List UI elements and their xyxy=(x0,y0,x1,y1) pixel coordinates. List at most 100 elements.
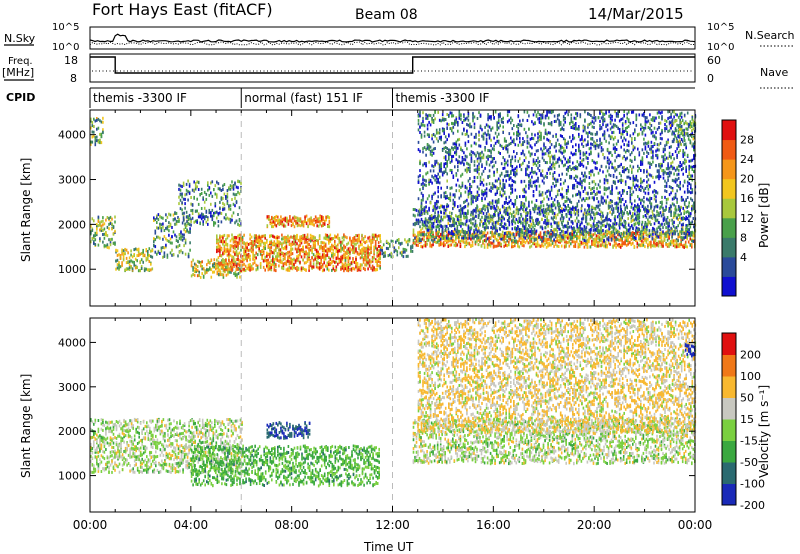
echo-cell xyxy=(250,243,253,247)
echo-cell xyxy=(379,240,382,244)
echo-cell xyxy=(463,216,465,220)
echo-cell xyxy=(103,227,106,231)
echo-cell xyxy=(359,267,362,271)
echo-cell xyxy=(154,250,157,254)
echo-cell xyxy=(514,236,516,240)
echo-cell xyxy=(445,224,448,228)
echo-cell xyxy=(262,252,265,256)
echo-cell xyxy=(455,237,457,241)
echo-cell xyxy=(639,232,642,236)
echo-cell xyxy=(279,248,282,252)
echo-cell xyxy=(674,239,676,243)
echo-cell xyxy=(435,159,438,163)
echo-cell xyxy=(482,211,485,215)
echo-cell xyxy=(476,185,479,189)
echo-cell xyxy=(329,262,332,265)
echo-cell xyxy=(410,246,412,250)
echo-cell xyxy=(249,233,251,237)
echo-cell xyxy=(547,224,549,228)
echo-cell xyxy=(495,237,498,241)
echo-cell xyxy=(492,235,495,238)
echo-cell xyxy=(238,263,241,267)
echo-cell xyxy=(613,243,616,247)
echo-cell xyxy=(191,208,194,212)
echo-cell xyxy=(234,263,236,267)
echo-cell xyxy=(291,267,294,271)
echo-cell xyxy=(565,206,567,210)
echo-cell xyxy=(463,231,465,235)
echo-cell xyxy=(192,266,194,270)
echo-cell xyxy=(642,215,645,219)
echo-cell xyxy=(90,231,92,235)
echo-cell xyxy=(423,244,425,248)
echo-cell xyxy=(464,215,466,219)
echo-cell xyxy=(458,196,461,200)
echo-cell xyxy=(660,205,663,209)
echo-cell xyxy=(361,252,363,256)
echo-cell xyxy=(419,111,421,115)
echo-cell xyxy=(337,243,339,247)
echo-cell xyxy=(542,204,545,208)
echo-cell xyxy=(365,246,368,250)
echo-cell xyxy=(423,238,425,242)
echo-cell xyxy=(222,252,224,256)
echo-cell xyxy=(190,202,192,206)
echo-cell xyxy=(441,230,444,233)
echo-cell xyxy=(166,253,169,257)
echo-cell xyxy=(486,237,489,241)
echo-cell xyxy=(443,162,445,166)
echo-cell xyxy=(429,114,432,118)
echo-cell xyxy=(597,236,599,240)
echo-cell xyxy=(464,211,467,215)
echo-cell xyxy=(116,258,119,262)
echo-cell xyxy=(423,209,426,213)
echo-cell xyxy=(621,210,623,214)
echo-cell xyxy=(100,227,103,230)
echo-cell xyxy=(523,240,525,244)
echo-cell xyxy=(577,213,580,217)
echo-cell xyxy=(434,178,436,182)
echo-cell xyxy=(520,220,522,224)
echo-cell xyxy=(441,218,444,222)
echo-cell xyxy=(454,122,456,126)
echo-cell xyxy=(479,231,481,235)
echo-cell xyxy=(627,212,629,216)
echo-cell xyxy=(426,219,429,222)
echo-cell xyxy=(207,188,209,192)
echo-cell xyxy=(426,146,429,150)
echo-cell xyxy=(686,237,688,241)
echo-cell xyxy=(232,256,235,260)
echo-cell xyxy=(225,243,227,246)
echo-cell xyxy=(484,228,486,232)
echo-cell xyxy=(594,241,596,245)
echo-cell xyxy=(122,258,125,262)
echo-cell xyxy=(481,172,483,176)
echo-cell xyxy=(449,215,451,219)
echo-cell xyxy=(136,259,138,263)
echo-cell xyxy=(444,155,447,159)
echo-cell xyxy=(140,252,143,255)
echo-cell xyxy=(630,231,633,235)
echo-cell xyxy=(396,253,399,257)
echo-cell xyxy=(237,246,239,250)
echo-cell xyxy=(374,258,377,262)
echo-cell xyxy=(461,181,464,185)
echo-cell xyxy=(296,250,298,254)
echo-cell xyxy=(232,211,235,215)
echo-cell xyxy=(464,241,466,245)
echo-cell xyxy=(328,256,330,259)
echo-cell xyxy=(435,180,438,184)
echo-cell xyxy=(449,111,452,115)
echo-cell xyxy=(320,224,323,228)
echo-cell xyxy=(568,225,571,229)
echo-cell xyxy=(231,244,233,248)
echo-cell xyxy=(501,230,504,234)
echo-cell xyxy=(200,187,203,191)
echo-cell xyxy=(515,218,518,222)
echo-cell xyxy=(376,237,378,241)
echo-cell xyxy=(148,268,151,272)
echo-cell xyxy=(545,240,548,244)
echo-cell xyxy=(524,236,527,240)
echo-cell xyxy=(668,209,670,213)
echo-cell xyxy=(172,230,175,234)
